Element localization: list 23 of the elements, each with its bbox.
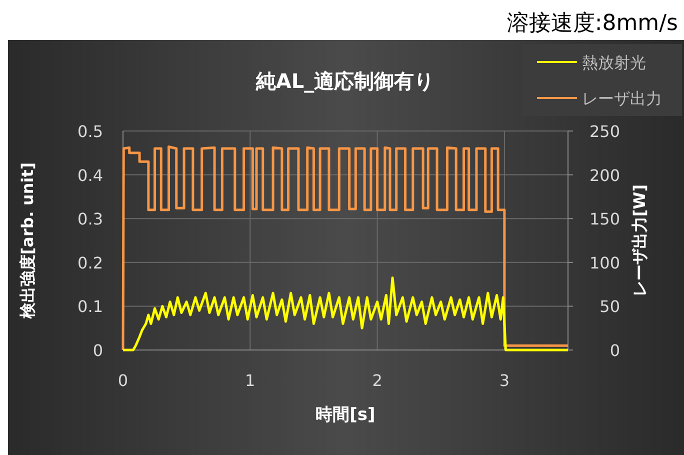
y-tick-label: 0.5 <box>78 122 103 141</box>
y2-tick-label: 200 <box>589 166 620 185</box>
x-tick-label: 2 <box>372 371 382 390</box>
text: 溶接速度:8mm/s <box>506 11 678 36</box>
x-axis-title: 時間[s] <box>316 405 376 425</box>
y-axis-title: 検出強度[arb. unit] <box>18 162 37 320</box>
y-tick-label: 0.1 <box>78 297 103 316</box>
legend-label: 熱放射光 <box>582 53 646 72</box>
y2-tick-label: 150 <box>589 210 620 229</box>
x-tick-label: 3 <box>499 371 510 390</box>
chart-title: 純AL_適応制御有り <box>254 69 434 93</box>
y-tick-label: 0.4 <box>78 166 103 185</box>
y2-tick-label: 100 <box>589 253 620 272</box>
y2-axis-title: レーザ出力[W] <box>630 184 649 297</box>
x-tick-label: 0 <box>118 371 128 390</box>
y2-tick-label: 0 <box>610 341 620 360</box>
y-tick-label: 0.2 <box>78 253 103 272</box>
y-tick-label: 0.3 <box>78 210 103 229</box>
y-tick-label: 0 <box>92 341 103 360</box>
x-tick-label: 1 <box>245 371 256 390</box>
y2-tick-label: 250 <box>589 122 620 141</box>
legend-label: レーザ出力 <box>582 89 662 108</box>
y2-tick-label: 50 <box>600 297 620 316</box>
